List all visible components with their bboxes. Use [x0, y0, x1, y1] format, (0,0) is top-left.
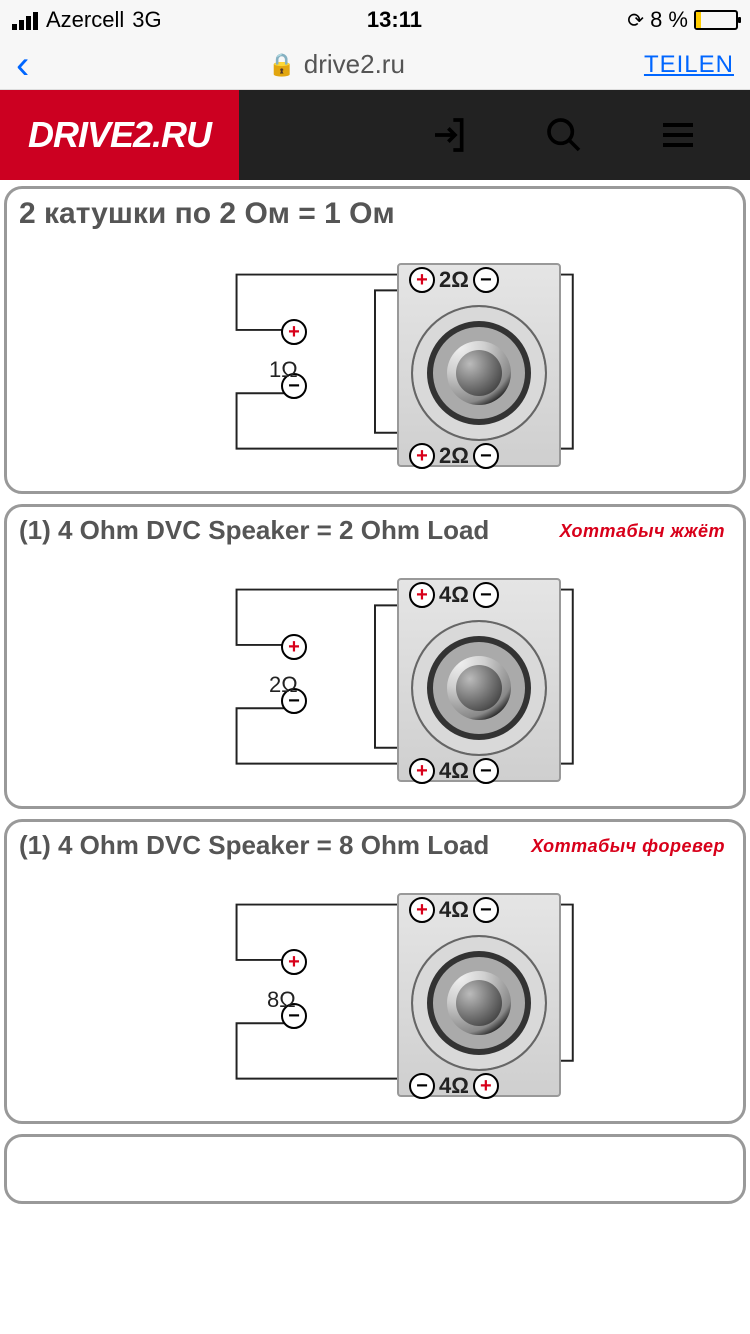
diagram-card: (1) 4 Ohm DVC Speaker = 2 Ohm Load Хотта… [4, 504, 746, 809]
coil1-plus-icon: + [409, 267, 435, 293]
back-button[interactable]: ‹ [16, 45, 29, 85]
coil1-minus-icon: − [473, 267, 499, 293]
speaker-cone-icon [411, 620, 547, 756]
battery-icon [694, 10, 738, 30]
signal-icon [12, 10, 38, 30]
coil1-plus-icon: + [409, 897, 435, 923]
coil2-ohm-label: 4Ω [439, 758, 469, 784]
wiring-diagram: + − 2Ω + 4Ω − + 4Ω − [19, 550, 731, 790]
coil1-minus-icon: − [473, 897, 499, 923]
site-header: DRIVE2.RU [0, 90, 750, 180]
input-ohm-label: 2Ω [269, 672, 298, 698]
watermark-label: Хоттабыч форевер [531, 836, 725, 857]
input-plus-icon: + [281, 949, 307, 975]
coil2-minus-icon: − [409, 1073, 435, 1099]
speaker-cone-icon [411, 935, 547, 1071]
diagram-card: (1) 4 Ohm DVC Speaker = 8 Ohm Load Хотта… [4, 819, 746, 1124]
coil2-plus-icon: + [409, 443, 435, 469]
coil1-plus-icon: + [409, 582, 435, 608]
status-bar: Azercell 3G 13:11 ⟳ 8 % [0, 0, 750, 40]
input-ohm-label: 1Ω [269, 357, 298, 383]
watermark-label: Хоттабыч жжёт [560, 521, 725, 542]
url-label: drive2.ru [304, 49, 405, 80]
wires [19, 865, 731, 1102]
coil2-plus-icon: + [473, 1073, 499, 1099]
coil1-ohm-label: 4Ω [439, 582, 469, 608]
wires [19, 235, 731, 472]
coil1-minus-icon: − [473, 582, 499, 608]
share-button[interactable]: TEILEN [644, 51, 734, 79]
coil1-ohm-label: 4Ω [439, 897, 469, 923]
coil1-ohm-label: 2Ω [439, 267, 469, 293]
speaker-cone-icon [411, 305, 547, 441]
rotation-lock-icon: ⟳ [627, 8, 644, 33]
browser-nav: ‹ 🔒 drive2.ru TEILEN [0, 40, 750, 90]
coil2-minus-icon: − [473, 443, 499, 469]
card-title: x [19, 1145, 731, 1176]
coil2-minus-icon: − [473, 758, 499, 784]
diagram-card: 2 катушки по 2 Ом = 1 Ом + − 1Ω + 2Ω − [4, 186, 746, 494]
input-ohm-label: 8Ω [267, 987, 296, 1013]
wires [19, 550, 731, 787]
page-content: 2 катушки по 2 Ом = 1 Ом + − 1Ω + 2Ω − [0, 180, 750, 1210]
card-title: 2 катушки по 2 Ом = 1 Ом [19, 197, 731, 231]
wiring-diagram: + − 1Ω + 2Ω − + 2Ω − [19, 235, 731, 475]
menu-icon[interactable] [656, 113, 700, 157]
diagram-card-cutoff: x [4, 1134, 746, 1204]
coil2-plus-icon: + [409, 758, 435, 784]
speaker: + 4Ω − − 4Ω + [389, 885, 569, 1105]
input-plus-icon: + [281, 634, 307, 660]
site-logo[interactable]: DRIVE2.RU [0, 90, 239, 180]
battery-pct: 8 % [650, 7, 688, 33]
login-icon[interactable] [428, 113, 472, 157]
coil2-ohm-label: 4Ω [439, 1073, 469, 1099]
speaker: + 2Ω − + 2Ω − [389, 255, 569, 475]
lock-icon: 🔒 [268, 52, 295, 78]
status-left: Azercell 3G [12, 7, 162, 33]
wiring-diagram: + − 8Ω + 4Ω − − 4Ω + [19, 865, 731, 1105]
status-right: ⟳ 8 % [627, 7, 738, 33]
clock: 13:11 [367, 7, 422, 33]
coil2-ohm-label: 2Ω [439, 443, 469, 469]
address-bar[interactable]: 🔒 drive2.ru [268, 49, 405, 80]
speaker: + 4Ω − + 4Ω − [389, 570, 569, 790]
search-icon[interactable] [542, 113, 586, 157]
input-plus-icon: + [281, 319, 307, 345]
carrier-label: Azercell [46, 7, 124, 33]
network-label: 3G [132, 7, 161, 33]
